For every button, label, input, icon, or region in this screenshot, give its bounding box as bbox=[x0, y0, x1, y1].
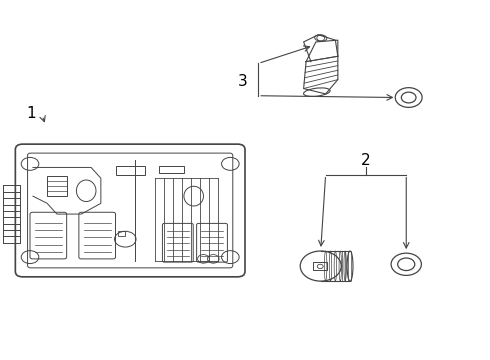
FancyBboxPatch shape bbox=[15, 144, 245, 277]
Ellipse shape bbox=[401, 92, 416, 103]
Ellipse shape bbox=[398, 258, 415, 271]
Ellipse shape bbox=[347, 251, 353, 281]
Text: 1: 1 bbox=[26, 106, 36, 121]
Bar bbox=[47, 176, 67, 196]
Bar bbox=[159, 166, 184, 173]
Ellipse shape bbox=[395, 87, 422, 107]
Text: 3: 3 bbox=[238, 74, 247, 89]
Bar bbox=[116, 166, 145, 175]
Bar bbox=[118, 231, 125, 235]
Bar bbox=[314, 262, 327, 270]
Ellipse shape bbox=[391, 253, 421, 275]
Text: 2: 2 bbox=[361, 153, 371, 168]
